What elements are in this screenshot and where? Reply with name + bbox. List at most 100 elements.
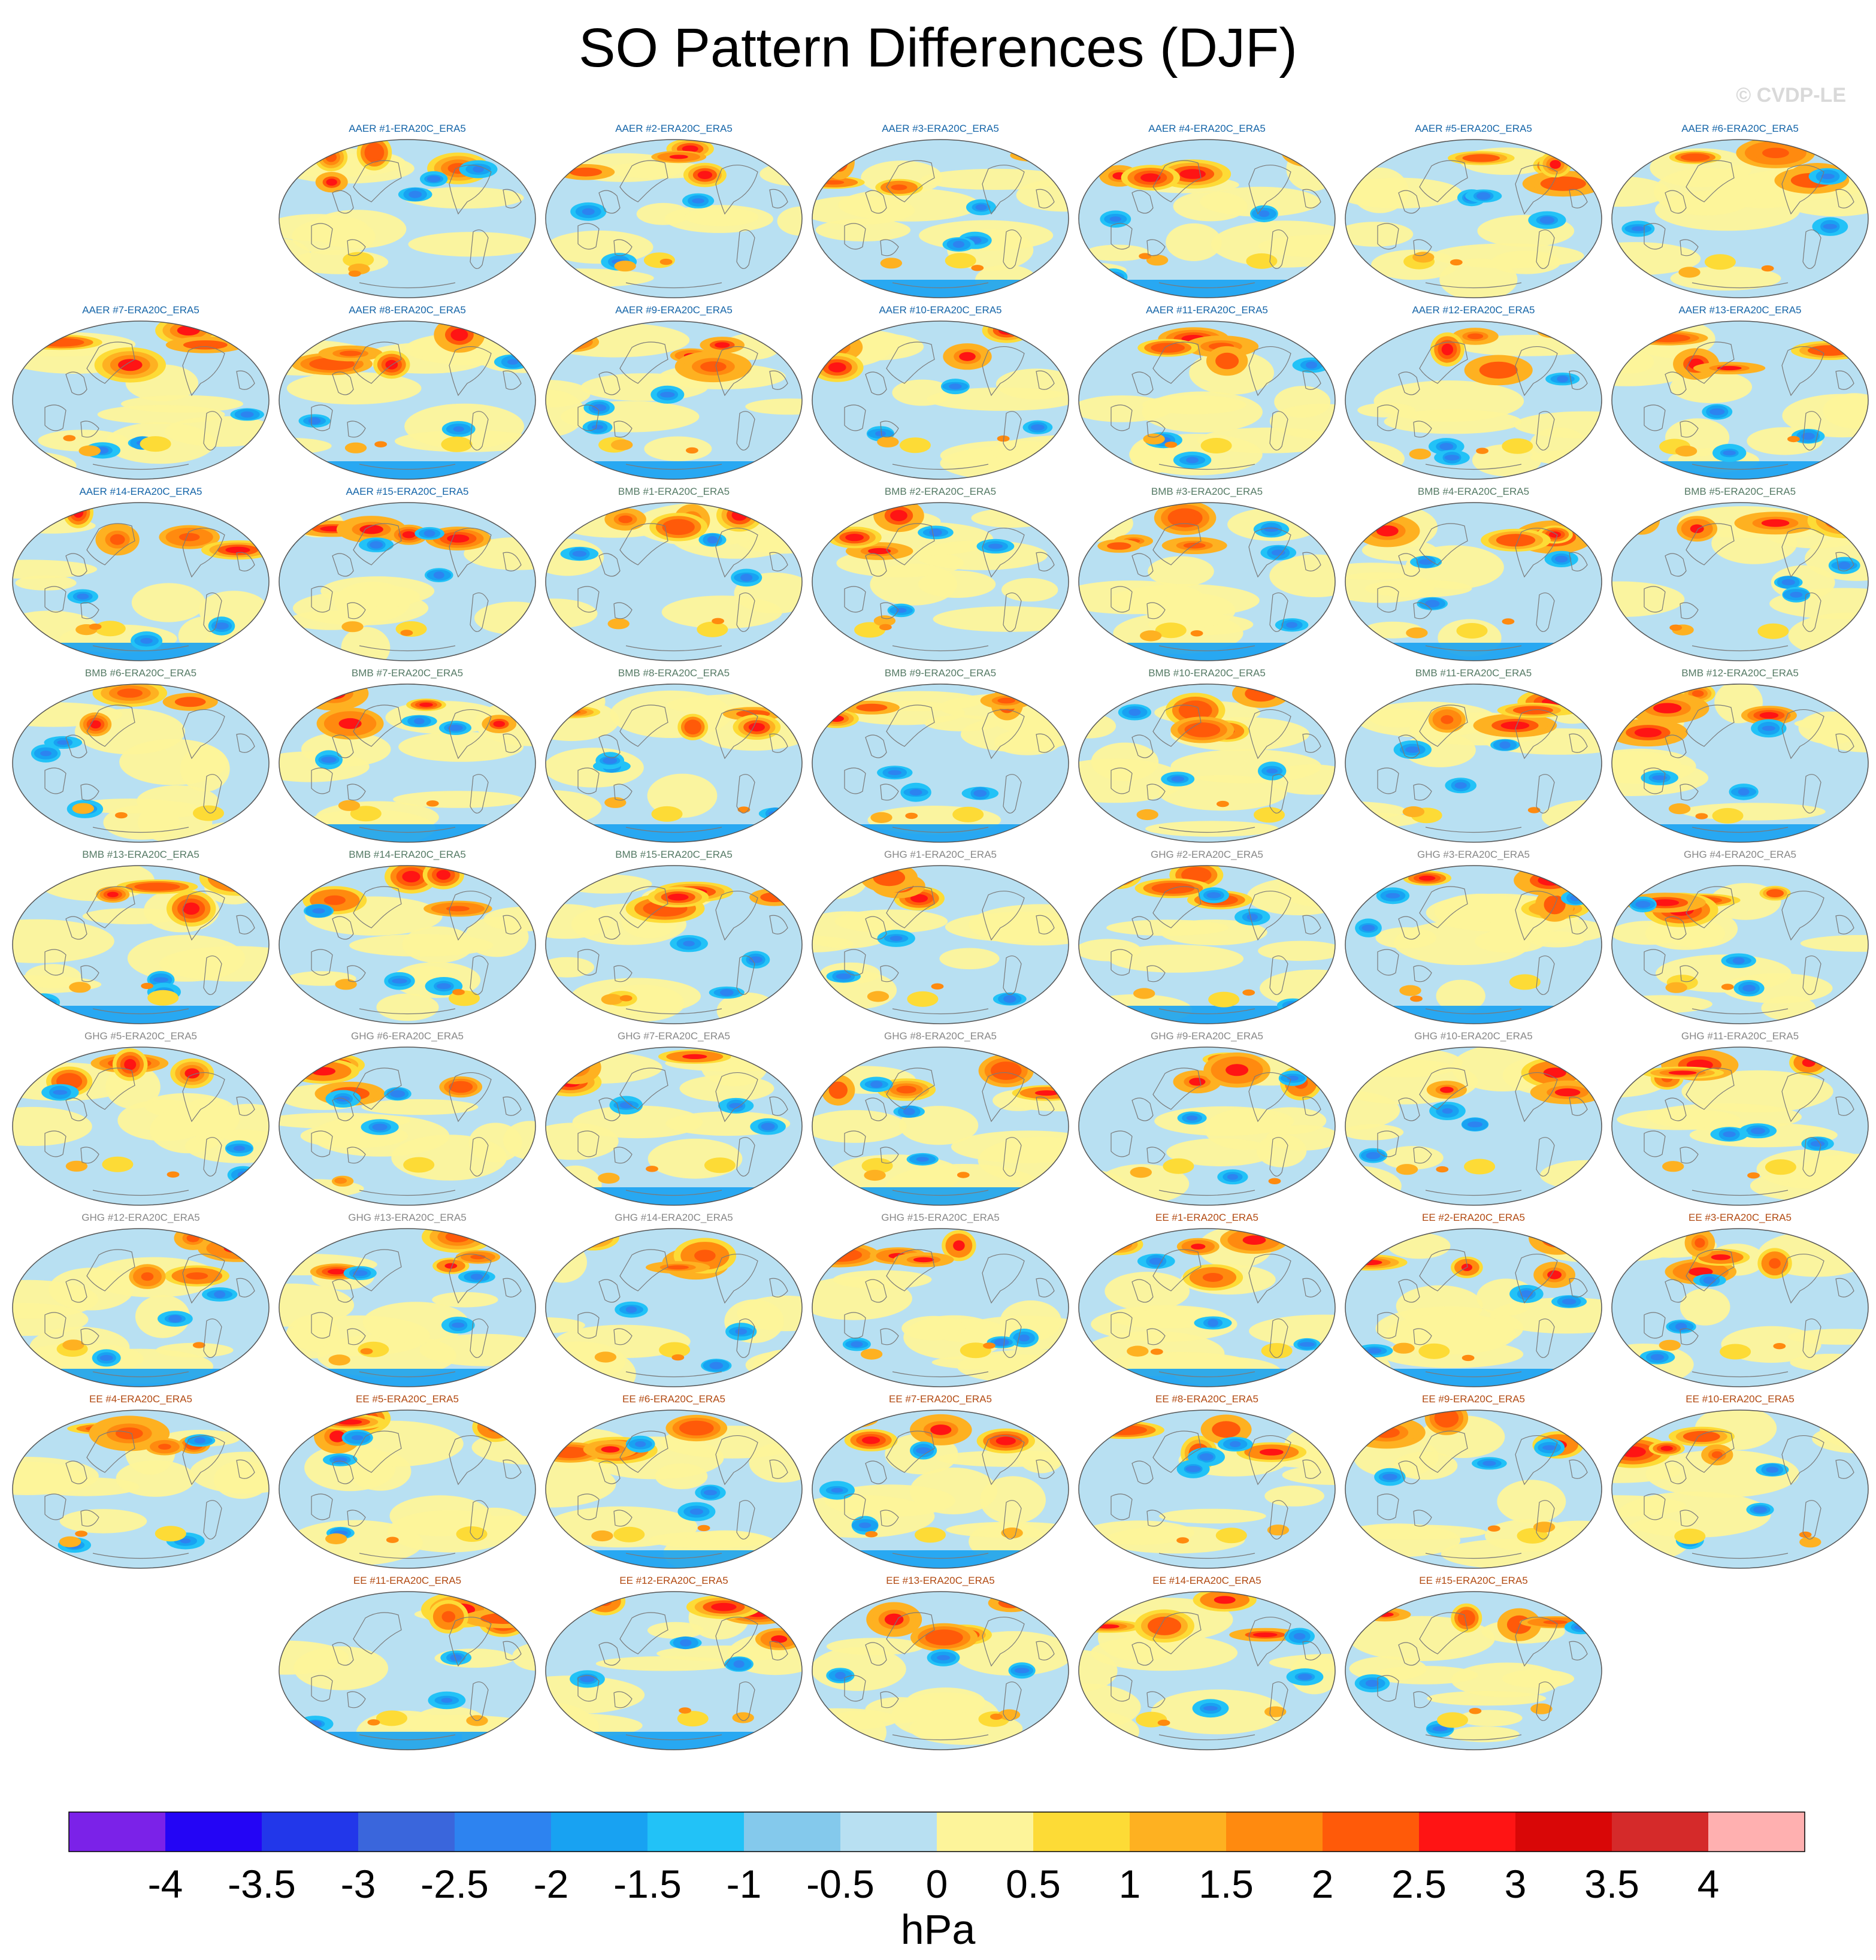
panel-title: BMB #14-ERA20C_ERA5	[349, 849, 466, 860]
panel-title: BMB #5-ERA20C_ERA5	[1684, 486, 1796, 497]
map-panel: BMB #13-ERA20C_ERA5	[9, 849, 273, 1029]
panel-title: AAER #2-ERA20C_ERA5	[615, 123, 733, 134]
colorbar-swatch	[840, 1812, 937, 1852]
map-panel: GHG #1-ERA20C_ERA5	[809, 849, 1072, 1029]
anomaly-map	[1078, 1409, 1336, 1569]
anomaly-map	[12, 683, 270, 843]
anomaly-map	[812, 502, 1069, 661]
colorbar-swatch	[165, 1812, 262, 1852]
colorbar-tick-label: 4	[1698, 1862, 1720, 1906]
colorbar-swatch	[1419, 1812, 1515, 1852]
anomaly-map	[812, 1046, 1069, 1206]
colorbar-outline	[68, 1811, 1805, 1852]
panel-title: AAER #12-ERA20C_ERA5	[1412, 304, 1535, 316]
anomaly-map	[279, 1409, 536, 1569]
map-panel: BMB #1-ERA20C_ERA5	[542, 486, 806, 666]
anomaly-map	[1078, 1228, 1336, 1387]
panel-title: AAER #8-ERA20C_ERA5	[349, 304, 466, 316]
anomaly-map	[1078, 865, 1336, 1024]
anomaly-map	[1611, 139, 1869, 298]
panel-title: BMB #10-ERA20C_ERA5	[1148, 667, 1266, 679]
panel-title: EE #14-ERA20C_ERA5	[1152, 1575, 1261, 1586]
panel-title: GHG #9-ERA20C_ERA5	[1150, 1030, 1264, 1042]
panel-title: BMB #7-ERA20C_ERA5	[351, 667, 464, 679]
map-panel: AAER #13-ERA20C_ERA5	[1608, 304, 1872, 484]
panel-title: GHG #2-ERA20C_ERA5	[1150, 849, 1264, 860]
map-panel: AAER #3-ERA20C_ERA5	[809, 123, 1072, 303]
map-panel: GHG #10-ERA20C_ERA5	[1342, 1030, 1605, 1210]
panel-title: EE #8-ERA20C_ERA5	[1155, 1393, 1258, 1405]
map-panel: GHG #4-ERA20C_ERA5	[1608, 849, 1872, 1029]
anomaly-map	[545, 865, 803, 1024]
anomaly-map	[812, 1228, 1069, 1387]
anomaly-map	[812, 865, 1069, 1024]
panel-title: AAER #9-ERA20C_ERA5	[615, 304, 733, 316]
anomaly-map	[279, 683, 536, 843]
panel-title: AAER #13-ERA20C_ERA5	[1678, 304, 1802, 316]
panel-title: EE #6-ERA20C_ERA5	[622, 1393, 725, 1405]
panel-title: BMB #15-ERA20C_ERA5	[615, 849, 733, 860]
anomaly-map	[12, 320, 270, 480]
panel-title: AAER #7-ERA20C_ERA5	[82, 304, 199, 316]
anomaly-map	[1345, 683, 1602, 843]
panel-title: GHG #7-ERA20C_ERA5	[617, 1030, 731, 1042]
anomaly-map	[279, 502, 536, 661]
map-panel: AAER #1-ERA20C_ERA5	[276, 123, 539, 303]
map-panel: GHG #6-ERA20C_ERA5	[276, 1030, 539, 1210]
panel-title: GHG #3-ERA20C_ERA5	[1417, 849, 1530, 860]
panel-title: BMB #13-ERA20C_ERA5	[82, 849, 199, 860]
anomaly-map	[12, 1046, 270, 1206]
map-panel: AAER #10-ERA20C_ERA5	[809, 304, 1072, 484]
anomaly-map	[12, 1409, 270, 1569]
anomaly-map	[279, 1591, 536, 1750]
copyright-watermark: © CVDP-LE	[1736, 84, 1846, 107]
panel-title: EE #10-ERA20C_ERA5	[1686, 1393, 1795, 1405]
anomaly-map	[279, 865, 536, 1024]
panel-title: GHG #1-ERA20C_ERA5	[883, 849, 997, 860]
panel-title: AAER #11-ERA20C_ERA5	[1146, 304, 1268, 316]
colorbar-swatch	[358, 1812, 455, 1852]
anomaly-map	[1078, 1591, 1336, 1750]
map-panel: BMB #6-ERA20C_ERA5	[9, 667, 273, 847]
map-panel: BMB #3-ERA20C_ERA5	[1075, 486, 1339, 666]
colorbar-tick-label: -3	[341, 1862, 376, 1906]
map-panel: AAER #15-ERA20C_ERA5	[276, 486, 539, 666]
anomaly-map	[279, 1046, 536, 1206]
colorbar-tick-label: 1	[1119, 1862, 1141, 1906]
map-panel: EE #3-ERA20C_ERA5	[1608, 1212, 1872, 1392]
panel-title: BMB #2-ERA20C_ERA5	[884, 486, 997, 497]
anomaly-map	[545, 1409, 803, 1569]
map-panel: EE #4-ERA20C_ERA5	[9, 1393, 273, 1573]
map-panel: GHG #9-ERA20C_ERA5	[1075, 1030, 1339, 1210]
panel-title: EE #1-ERA20C_ERA5	[1155, 1212, 1258, 1223]
map-panel: EE #9-ERA20C_ERA5	[1342, 1393, 1605, 1573]
colorbar-swatch	[455, 1812, 551, 1852]
colorbar-tick-label: 2	[1312, 1862, 1334, 1906]
anomaly-map	[1611, 502, 1869, 661]
anomaly-map	[545, 320, 803, 480]
map-panel: EE #13-ERA20C_ERA5	[809, 1575, 1072, 1755]
map-panel: BMB #15-ERA20C_ERA5	[542, 849, 806, 1029]
map-panel: GHG #14-ERA20C_ERA5	[542, 1212, 806, 1392]
anomaly-map	[1611, 1409, 1869, 1569]
map-panel: AAER #7-ERA20C_ERA5	[9, 304, 273, 484]
colorbar-swatch	[744, 1812, 840, 1852]
anomaly-map	[1078, 320, 1336, 480]
anomaly-map	[1611, 1046, 1869, 1206]
colorbar-swatch	[1033, 1812, 1130, 1852]
panel-title: AAER #14-ERA20C_ERA5	[79, 486, 202, 497]
map-panel: EE #11-ERA20C_ERA5	[276, 1575, 539, 1755]
anomaly-map	[1345, 1228, 1602, 1387]
map-panel: AAER #6-ERA20C_ERA5	[1608, 123, 1872, 303]
panel-title: EE #12-ERA20C_ERA5	[619, 1575, 728, 1586]
map-panel: BMB #5-ERA20C_ERA5	[1608, 486, 1872, 666]
panel-title: GHG #8-ERA20C_ERA5	[883, 1030, 997, 1042]
panel-title: AAER #4-ERA20C_ERA5	[1148, 123, 1266, 134]
map-panel: EE #12-ERA20C_ERA5	[542, 1575, 806, 1755]
map-panel: BMB #14-ERA20C_ERA5	[276, 849, 539, 1029]
map-panel: GHG #12-ERA20C_ERA5	[9, 1212, 273, 1392]
panel-title: BMB #6-ERA20C_ERA5	[84, 667, 197, 679]
panel-title: GHG #4-ERA20C_ERA5	[1683, 849, 1797, 860]
anomaly-map	[279, 139, 536, 298]
map-panel: BMB #12-ERA20C_ERA5	[1608, 667, 1872, 847]
